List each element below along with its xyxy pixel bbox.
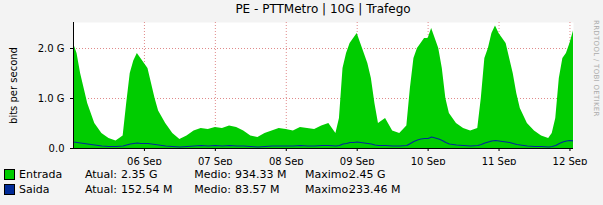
svg-text:07 Sep: 07 Sep <box>198 156 233 165</box>
svg-text:08 Sep: 08 Sep <box>269 156 304 165</box>
html-text:Saida: Saida <box>19 183 50 196</box>
html-text:Medio: 934.33 M: Medio: 934.33 M <box>194 168 287 181</box>
svg-text:10 Sep: 10 Sep <box>411 156 446 165</box>
svg-text:06 Sep: 06 Sep <box>127 156 162 165</box>
html-text:2.45 G: 2.45 G <box>349 168 386 181</box>
html-text:Maximo:: Maximo: <box>305 183 352 196</box>
svg-text:bits per second: bits per second <box>8 47 19 124</box>
svg-text:2.0 G: 2.0 G <box>38 43 65 54</box>
html-text:RRDTOOL / TOBI OETIKER: RRDTOOL / TOBI OETIKER <box>592 20 600 117</box>
svg-text:11 Sep: 11 Sep <box>482 156 517 165</box>
html-text:Atual: 152.54 M: Atual: 152.54 M <box>84 183 173 196</box>
html-text:Maximo:: Maximo: <box>305 168 352 181</box>
html-text:233.46 M: 233.46 M <box>349 183 401 196</box>
svg-text:12 Sep: 12 Sep <box>553 156 588 165</box>
html-text:Medio: 83.57 M: Medio: 83.57 M <box>194 183 280 196</box>
svg-text:09 Sep: 09 Sep <box>340 156 375 165</box>
svg-text:1.0 G: 1.0 G <box>38 93 65 104</box>
html-text:Entrada: Entrada <box>19 168 63 181</box>
html-text:PE - PTTMetro | 10G | Trafego: PE - PTTMetro | 10G | Trafego <box>235 2 411 16</box>
html-text:Atual: 2.35 G: Atual: 2.35 G <box>84 168 158 181</box>
svg-text:0.0: 0.0 <box>49 143 65 154</box>
